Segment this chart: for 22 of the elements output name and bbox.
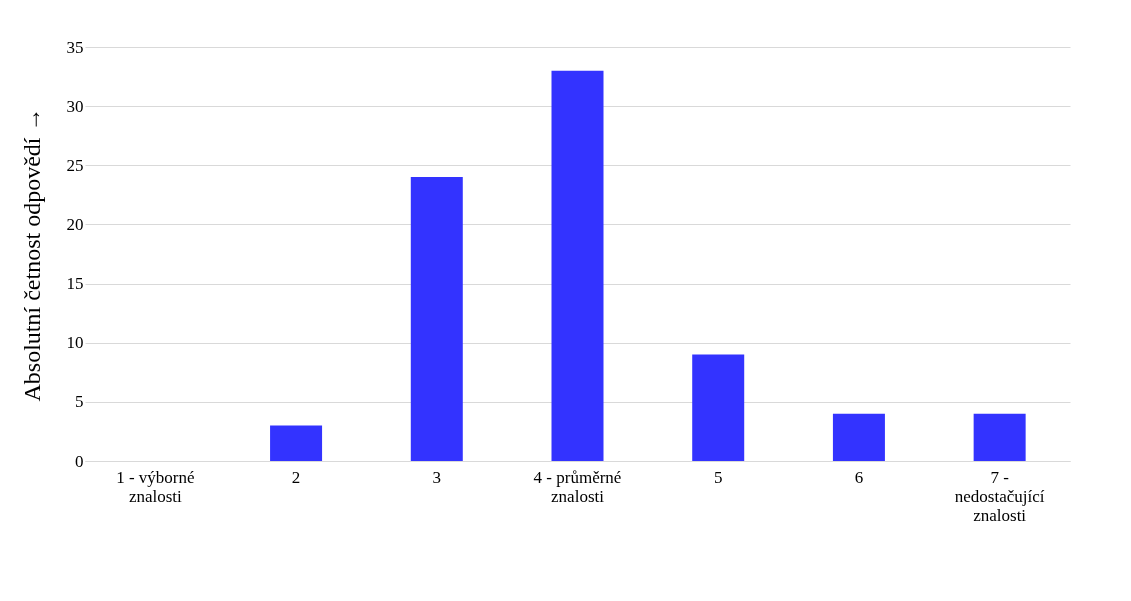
x-tick-label: 4 - průměrné znalosti	[533, 467, 622, 506]
x-tick-label: 3	[432, 467, 442, 487]
bar	[973, 413, 1026, 461]
bar	[410, 177, 463, 461]
bar	[832, 413, 885, 461]
y-tick-label: 30	[66, 96, 84, 116]
x-tick-label: 7 - nedostačující znalosti	[954, 467, 1045, 525]
x-tick-label: 2	[291, 467, 301, 487]
y-tick-label: 10	[66, 333, 84, 353]
x-tick-label: 5	[713, 467, 723, 487]
y-tick-label: 35	[66, 37, 84, 57]
y-tick-label: 25	[66, 155, 84, 175]
y-tick-label: 15	[66, 274, 84, 294]
x-tick-label: 6	[854, 467, 864, 487]
y-tick-label: 5	[75, 392, 84, 412]
y-axis-title: Absolutní četnost odpovědí →	[18, 107, 45, 402]
bar	[692, 354, 745, 461]
bar	[270, 425, 323, 461]
y-tick-label: 0	[75, 451, 84, 471]
y-tick-label: 20	[66, 214, 84, 234]
x-tick-label: 1 - výborné znalosti	[116, 467, 195, 506]
bar	[551, 70, 604, 461]
